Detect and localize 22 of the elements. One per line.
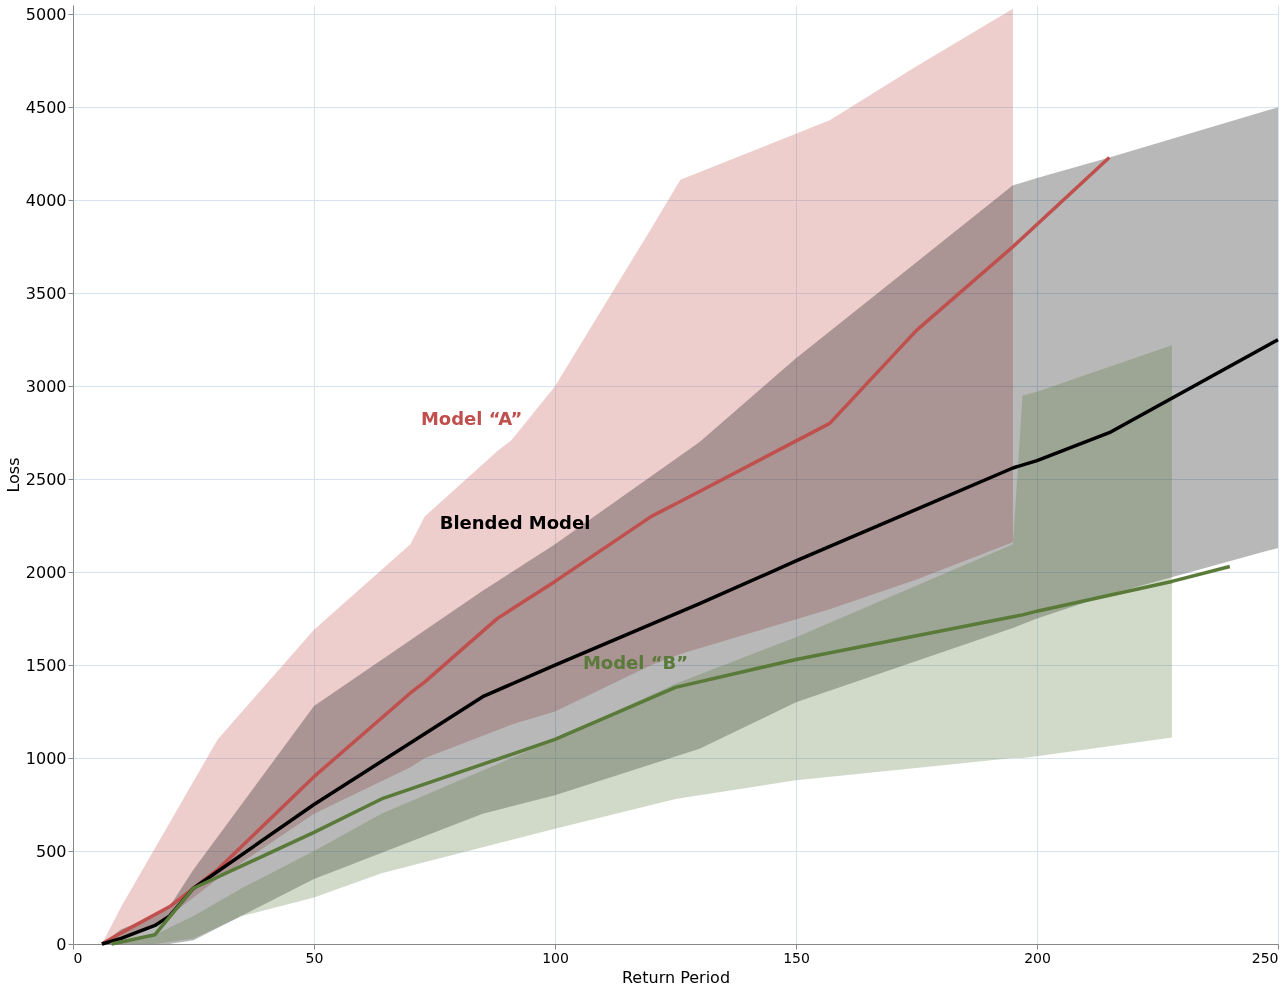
x-tick-label: 100 (542, 949, 569, 966)
y-tick-label: 1500 (25, 655, 67, 675)
line-series (109, 564, 1232, 946)
y-tick-label: 2500 (25, 469, 67, 489)
y-tick-label: 500 (35, 841, 67, 861)
y-tick-label: 3500 (25, 283, 67, 303)
y-tick-label: 2000 (25, 562, 67, 582)
y-axis-title: Loss (3, 457, 23, 493)
x-tick-label: 150 (783, 949, 810, 966)
series-label: Model “B” (582, 651, 689, 673)
y-tick-label: 5000 (25, 4, 67, 24)
y-tick-label: 4000 (25, 190, 67, 210)
y-tick-label: 4500 (25, 97, 67, 117)
x-axis-title: Return Period (621, 967, 731, 987)
text: Model “A” (420, 408, 523, 430)
x-tick-label: 0 (73, 949, 83, 966)
y-tick-label: 1000 (25, 748, 67, 768)
x-tick-label: 50 (305, 949, 324, 966)
x-tick-label: 200 (1024, 949, 1051, 966)
y-tick-label: 3000 (25, 376, 67, 396)
x-tick-label: 250 (1251, 949, 1279, 966)
text: Blended Model (439, 512, 591, 534)
